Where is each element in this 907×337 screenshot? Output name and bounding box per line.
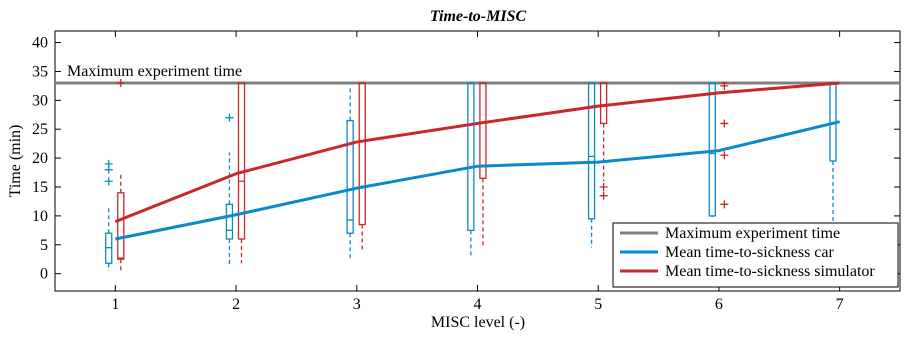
boxplot-simulator <box>358 82 366 252</box>
boxplot-simulator <box>479 82 487 248</box>
x-axis-label: MISC level (-) <box>431 314 525 331</box>
box <box>117 192 125 260</box>
boxplot-simulator <box>599 82 608 200</box>
boxplots <box>104 79 837 271</box>
boxplot-simulator <box>237 82 246 264</box>
outlier-marker <box>720 81 729 90</box>
x-tick-label: 5 <box>594 296 602 313</box>
legend-label-reference: Maximum experiment time <box>665 225 840 242</box>
legend-label-simulator: Mean time-to-sickness simulator <box>665 263 875 280</box>
box <box>587 82 596 220</box>
x-tick-label: 1 <box>111 296 119 313</box>
y-tick-label: 25 <box>32 121 48 138</box>
outlier-marker <box>225 113 234 122</box>
x-tick-label: 7 <box>836 296 844 313</box>
box <box>225 203 234 240</box>
box <box>467 82 475 231</box>
boxplot-car <box>104 159 113 271</box>
x-axis: 1 2 3 4 5 6 7 <box>111 31 844 313</box>
box <box>237 82 246 240</box>
boxplot-car <box>225 113 234 265</box>
box <box>358 82 366 226</box>
box <box>708 82 716 217</box>
boxplot-simulator <box>720 81 729 209</box>
y-axis: 0 5 10 15 20 25 30 35 40 <box>32 35 900 283</box>
outlier-marker <box>599 183 608 191</box>
legend-box <box>612 222 899 288</box>
box <box>346 119 354 234</box>
boxplot-car <box>467 82 475 257</box>
outlier-marker <box>104 177 113 186</box>
legend: Maximum experiment time Mean time-to-sic… <box>612 222 899 288</box>
outlier-marker <box>720 151 729 160</box>
outlier-marker <box>599 191 608 200</box>
x-tick-label: 3 <box>353 296 361 313</box>
outlier-marker <box>116 79 125 87</box>
mean-line-simulator <box>114 81 840 224</box>
y-tick-label: 0 <box>40 266 48 283</box>
x-tick-label: 6 <box>715 296 723 313</box>
y-tick-label: 30 <box>32 92 48 109</box>
box <box>479 82 487 179</box>
y-tick-label: 5 <box>40 237 48 254</box>
outlier-marker <box>720 200 729 209</box>
boxplot-simulator <box>116 79 125 271</box>
y-tick-label: 35 <box>32 63 48 80</box>
boxplot-car <box>829 82 837 225</box>
boxplot-car <box>587 82 596 248</box>
y-tick-label: 10 <box>32 208 48 225</box>
y-tick-label: 40 <box>32 35 48 52</box>
y-tick-label: 20 <box>32 150 48 167</box>
boxplot-car <box>346 85 354 260</box>
y-tick-label: 15 <box>32 179 48 196</box>
outlier-marker <box>104 159 113 168</box>
maximum-experiment-time-annotation: Maximum experiment time <box>67 63 242 80</box>
legend-label-car: Mean time-to-sickness car <box>665 244 835 261</box>
mean-line-car <box>115 120 840 241</box>
x-tick-label: 4 <box>474 296 482 313</box>
y-axis-label: Time (min) <box>7 125 24 198</box>
outlier-marker <box>720 119 729 128</box>
mean-lines <box>114 81 840 241</box>
box <box>599 82 608 125</box>
x-tick-label: 2 <box>232 296 240 313</box>
chart-title: Time-to-MISC <box>430 8 527 25</box>
